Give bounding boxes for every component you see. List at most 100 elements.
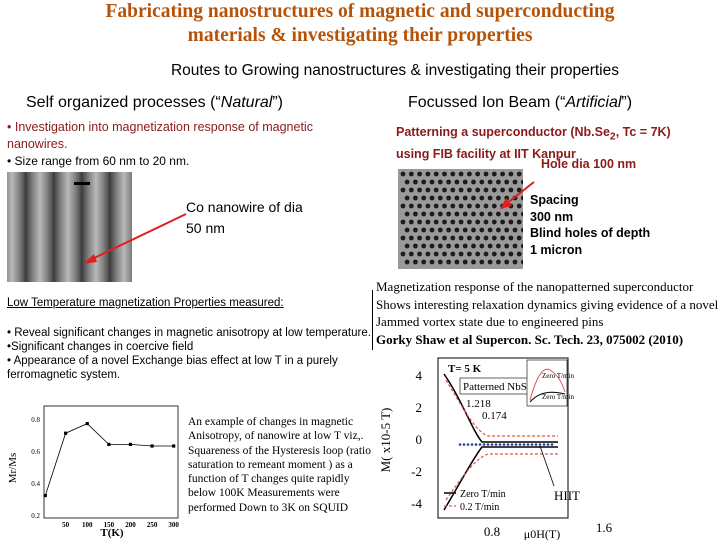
fib-hole — [454, 243, 460, 249]
fib-hole — [437, 259, 443, 265]
magnetization-text: Magnetization response of the nanopatter… — [376, 279, 719, 329]
fib-hole — [421, 195, 427, 201]
fib-hole — [483, 219, 489, 225]
fib-hole — [458, 235, 464, 241]
fib-hole — [491, 235, 497, 241]
artificial-heading-end: ”) — [621, 94, 633, 111]
fib-hole — [458, 171, 464, 177]
squareness-data-point — [64, 431, 68, 435]
fib-hole — [504, 227, 510, 233]
fib-hole — [500, 171, 505, 177]
fib-hole — [454, 195, 460, 201]
slide-subtitle: Routes to Growing nanostructures & inves… — [170, 62, 619, 79]
fib-hole — [491, 203, 497, 209]
mag-dot-marker — [462, 443, 466, 446]
fib-hole — [437, 211, 443, 217]
fib-hole — [400, 235, 406, 241]
mag-ytick: 4 — [416, 368, 423, 383]
mag-ytick: 2 — [416, 400, 423, 415]
fib-line1: Patterning a superconductor (Nb.Se — [396, 125, 610, 139]
fib-hole — [417, 187, 422, 193]
fib-hole — [487, 195, 493, 201]
fib-hole — [446, 227, 451, 233]
mag-dot-marker — [510, 443, 514, 446]
fib-hole — [496, 179, 501, 185]
fib-hole — [433, 187, 439, 193]
fib-hole — [425, 187, 431, 193]
mag-dot-marker — [546, 443, 550, 446]
squareness-xtick: 300 — [168, 521, 179, 529]
fib-hole — [467, 219, 472, 225]
citation: Gorky Shaw et al Supercon. Sc. Tech. 23,… — [376, 331, 684, 347]
ltmp-heading: Low Temperature magnetization Properties… — [7, 297, 284, 309]
fib-hole — [512, 259, 518, 265]
mag-dot-marker — [538, 443, 542, 446]
mag-dot-marker — [490, 443, 494, 446]
artificial-heading: Focussed Ion Beam (“Artificial”) — [408, 94, 632, 112]
fib-hole — [467, 203, 472, 209]
fib-hole — [421, 243, 427, 249]
fib-hole — [450, 219, 456, 225]
fib-hole — [421, 211, 427, 217]
fib-hole — [508, 219, 514, 225]
fib-hole — [404, 259, 410, 265]
fib-hole — [454, 259, 460, 265]
squareness-xtick: 250 — [147, 521, 158, 529]
fib-hole — [404, 179, 410, 185]
squareness-ytick: 0.8 — [31, 416, 40, 424]
fib-hole — [516, 187, 522, 193]
fib-hole — [442, 203, 447, 209]
fib-hole — [496, 227, 501, 233]
fib-hole — [446, 259, 451, 265]
fib-hole — [413, 259, 418, 265]
fib-hole — [458, 251, 464, 257]
inset-zero-label: Zero T/min — [542, 393, 574, 401]
spacing-arrow — [500, 181, 535, 209]
fib-hole — [425, 171, 431, 177]
temp-annotation: T= 5 K — [448, 363, 482, 375]
fib-hole — [483, 203, 489, 209]
fib-hole — [512, 211, 518, 217]
fib-hole — [471, 259, 476, 265]
fib-hole — [462, 227, 468, 233]
series-rate-upper — [445, 379, 558, 437]
fib-hole — [450, 203, 456, 209]
fib-hole — [479, 195, 485, 201]
fib-hole — [442, 235, 447, 241]
fib-hole — [421, 179, 427, 185]
fib-line1-end: , Tc = 7K) — [615, 125, 671, 139]
fib-hole — [400, 171, 406, 177]
fib-hole — [437, 243, 443, 249]
fib-hole — [433, 171, 439, 177]
fib-hole — [516, 171, 522, 177]
mag-dot-marker — [506, 443, 510, 446]
nanowire-label-line2: 50 nm — [186, 220, 225, 236]
fib-hole — [512, 243, 518, 249]
fib-hole — [413, 195, 418, 201]
natural-heading: Self organized processes (“Natural”) — [26, 94, 283, 112]
fib-hole — [413, 179, 418, 185]
fib-hole — [417, 171, 422, 177]
fib-hole — [425, 219, 431, 225]
fib-hole — [500, 187, 505, 193]
fib-description: Patterning a superconductor (Nb.Se2, Tc … — [396, 124, 716, 162]
mag-dot-marker — [526, 443, 530, 446]
mag-dot-marker — [466, 443, 470, 446]
mag-dot-marker — [470, 443, 474, 446]
slide-title: Fabricating nanostructures of magnetic a… — [0, 0, 720, 48]
fib-hole — [520, 259, 523, 265]
natural-heading-main: Self organized processes (“ — [26, 94, 221, 111]
fib-line2: using FIB facility at IIT Kanpur — [396, 146, 576, 161]
fib-hole — [417, 203, 422, 209]
fib-hole — [475, 203, 481, 209]
fib-hole — [413, 211, 418, 217]
mag-dot-marker — [478, 443, 482, 446]
fib-hole — [462, 259, 468, 265]
fib-hole — [471, 243, 476, 249]
fib-hole-array-image — [398, 169, 523, 269]
fib-hole — [437, 195, 443, 201]
fib-hole — [462, 179, 468, 185]
mag-dot-marker — [522, 443, 526, 446]
fib-hole — [500, 251, 505, 257]
fib-hole — [491, 219, 497, 225]
